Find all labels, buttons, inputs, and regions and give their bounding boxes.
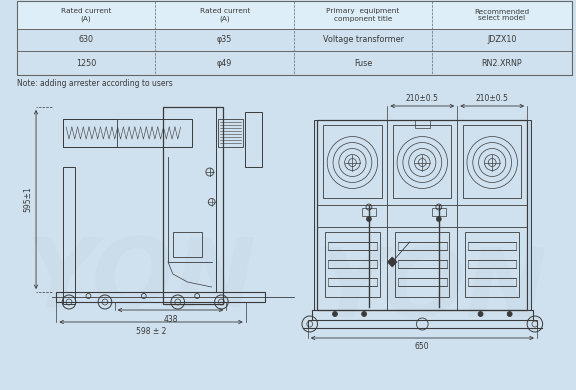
Text: 1250: 1250 [76,58,96,67]
Circle shape [332,312,338,317]
Bar [398,242,446,250]
Bar [163,107,223,304]
Bar [323,125,381,198]
Circle shape [478,312,483,317]
Polygon shape [388,257,397,267]
Text: 210±0.5: 210±0.5 [406,94,439,103]
Bar [398,278,446,286]
Text: Voltage transformer: Voltage transformer [323,35,404,44]
Bar [313,120,317,310]
Text: 650: 650 [415,342,430,351]
Bar [468,260,517,268]
Bar [393,125,452,198]
Bar [398,260,446,268]
Bar [328,278,377,286]
Text: YON: YON [317,243,547,337]
Circle shape [437,216,441,222]
Bar [325,232,380,297]
Bar [328,260,377,268]
Bar [63,119,192,147]
Bar [245,112,262,167]
Text: JDZX10: JDZX10 [487,35,517,44]
Bar [465,232,520,297]
Circle shape [507,312,512,317]
Bar [468,278,517,286]
Bar [463,125,521,198]
Text: Recommended
select model: Recommended select model [474,9,529,21]
Bar [17,1,572,29]
Text: 438: 438 [163,315,178,324]
Text: Note: adding arrester according to users: Note: adding arrester according to users [17,79,172,88]
Bar [395,232,449,297]
Bar [312,310,533,320]
Text: 598 ± 2: 598 ± 2 [136,327,166,336]
Text: φ35: φ35 [217,35,233,44]
Circle shape [366,216,372,222]
Bar [63,119,116,147]
Text: φ49: φ49 [217,58,233,67]
Text: 630: 630 [78,35,93,44]
Bar [317,120,527,310]
Bar [328,242,377,250]
Bar [63,167,75,304]
Text: Rated current
(A): Rated current (A) [200,8,250,22]
Bar [468,242,517,250]
Text: Primary  equipment
component title: Primary equipment component title [327,9,400,21]
Bar [432,208,446,216]
Bar [215,107,223,292]
Bar [527,120,531,310]
Bar [173,232,202,257]
Bar [308,320,537,328]
Bar [415,120,430,128]
Text: 210±0.5: 210±0.5 [476,94,509,103]
Text: Rated current
(A): Rated current (A) [61,8,111,22]
Text: Fuse: Fuse [354,58,372,67]
Circle shape [362,312,366,317]
Bar [56,292,265,302]
Text: YON: YON [25,234,256,326]
Bar [17,1,572,75]
Text: 595±1: 595±1 [23,187,32,213]
Bar [362,208,376,216]
Bar [218,119,242,147]
Text: RN2.XRNP: RN2.XRNP [482,58,522,67]
